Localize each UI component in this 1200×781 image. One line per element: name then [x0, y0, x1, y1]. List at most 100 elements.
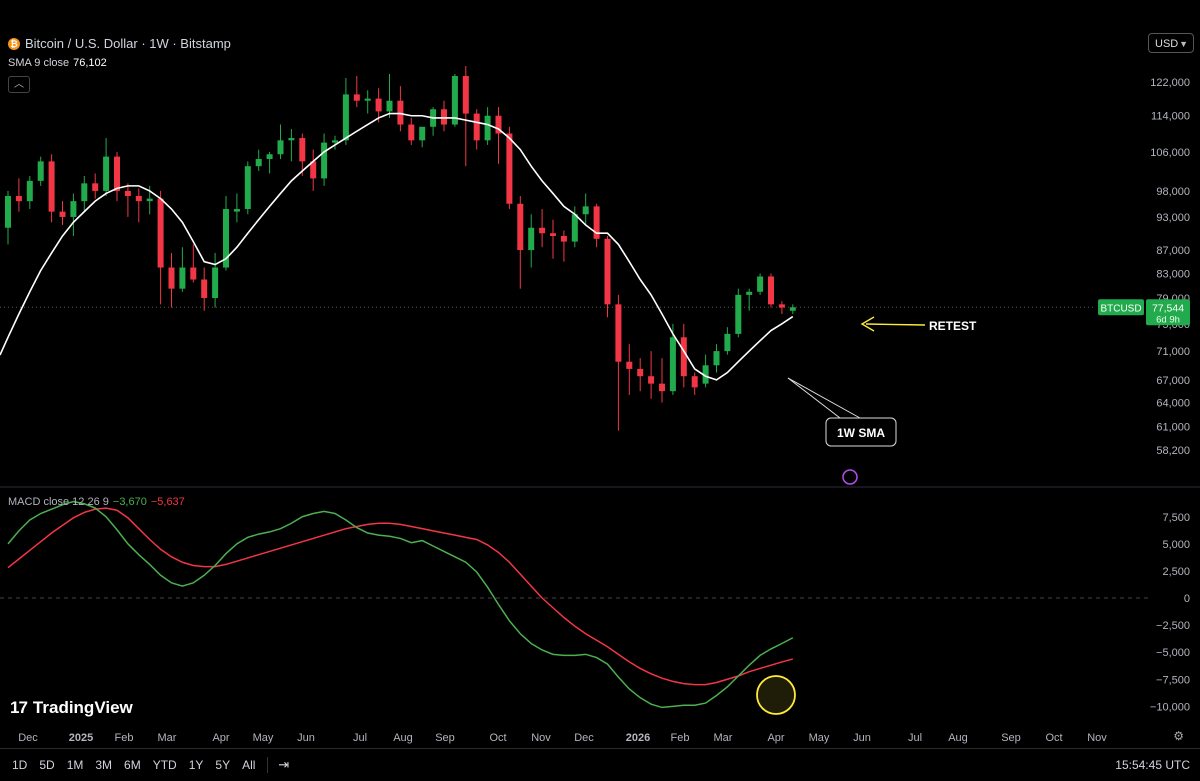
candle-body	[637, 368, 644, 377]
time-axis-tick: Apr	[767, 732, 784, 744]
collapse-legend-button[interactable]: ︿	[8, 76, 30, 93]
candle-body	[746, 291, 753, 295]
candle-body	[528, 227, 535, 251]
range-1y-button[interactable]: 1Y	[188, 758, 204, 772]
range-6m-button[interactable]: 6M	[124, 758, 141, 772]
chevron-down-icon: ▼	[1179, 39, 1188, 49]
time-axis-tick: Feb	[671, 732, 690, 744]
candle-body	[233, 208, 240, 212]
macd-axis-tick: 0	[1184, 593, 1190, 605]
toolbar-divider	[267, 757, 269, 773]
candle-body	[332, 140, 338, 143]
time-axis-tick: Oct	[1045, 732, 1062, 744]
tradingview-logo[interactable]: 17 TradingView	[10, 698, 133, 718]
calendar-goto-icon[interactable]: ⇥	[278, 757, 290, 772]
tradingview-mark-icon: 17	[10, 698, 28, 717]
candle-body	[223, 208, 229, 268]
candle-body	[375, 98, 382, 112]
candle-body	[124, 190, 131, 197]
macd-axis-tick: −10,000	[1150, 701, 1190, 713]
time-axis-tick: Nov	[531, 732, 551, 744]
candle-body	[15, 196, 22, 202]
macd-line	[7, 500, 794, 709]
time-axis-tick: Apr	[212, 732, 229, 744]
candle-body	[179, 267, 186, 289]
price-axis-tick: 114,000	[1151, 111, 1190, 123]
time-axis-tick: Jul	[908, 732, 922, 744]
range-all-button[interactable]: All	[242, 758, 256, 772]
range-5d-button[interactable]: 5D	[39, 758, 55, 772]
price-tag-box	[1146, 299, 1190, 326]
candle-body	[560, 236, 567, 242]
macd-axis-tick: −2,500	[1156, 620, 1190, 632]
candle-body	[364, 98, 371, 101]
candle-body	[299, 138, 306, 162]
candle-body	[713, 351, 720, 366]
currency-value: USD	[1155, 38, 1179, 50]
sma-legend-value: 76,102	[73, 57, 107, 69]
candle-body	[451, 75, 458, 125]
candle-body	[506, 133, 513, 204]
time-axis-tick: Feb	[115, 732, 134, 744]
chart-canvas[interactable]: 58,20061,00064,00067,00071,00075,00079,0…	[0, 0, 1200, 748]
time-axis-tick: Aug	[393, 732, 413, 744]
time-axis-tick: Dec	[574, 732, 594, 744]
candle-body	[571, 214, 578, 242]
sma-legend[interactable]: SMA 9 close 76,102	[8, 57, 107, 69]
price-axis-tick: 87,000	[1156, 245, 1190, 257]
symbol-tag-box	[1098, 299, 1144, 316]
candle-body	[37, 161, 44, 181]
candle-body	[419, 126, 426, 141]
macd-axis-tick: 7,500	[1162, 512, 1190, 524]
macd-axis-tick: −5,000	[1156, 647, 1190, 659]
candle-body	[408, 124, 415, 141]
range-ytd-button[interactable]: YTD	[152, 758, 177, 772]
candle-body	[81, 183, 88, 202]
time-axis-tick: May	[253, 732, 274, 744]
gear-icon[interactable]: ⚙	[1173, 729, 1184, 743]
candle-body	[59, 211, 66, 217]
candle-body	[135, 196, 142, 202]
candle-body	[550, 233, 556, 237]
candle-body	[310, 161, 317, 179]
time-axis-tick: 2025	[69, 732, 93, 744]
macd-legend[interactable]: MACD close 12 26 9 −3,670 −5,637	[8, 496, 185, 508]
symbol-title: Bitcoin / U.S. Dollar · 1W · Bitstamp	[25, 36, 231, 51]
retest-label: RETEST	[929, 319, 977, 333]
time-axis-tick: Dec	[18, 732, 38, 744]
candle-body	[353, 94, 360, 101]
candle-body	[92, 183, 99, 191]
time-axis-tick: Jun	[853, 732, 871, 744]
range-1m-button[interactable]: 1M	[66, 758, 84, 772]
range-3m-button[interactable]: 3M	[95, 758, 113, 772]
price-axis-tick: 71,000	[1156, 346, 1190, 358]
time-axis-tick: Sep	[1001, 732, 1021, 744]
candle-body	[517, 203, 524, 251]
utc-clock[interactable]: 15:54:45 UTC	[1115, 758, 1190, 772]
range-1d-button[interactable]: 1D	[12, 758, 28, 772]
candle-body	[539, 227, 546, 234]
range-5y-button[interactable]: 5Y	[215, 758, 231, 772]
price-axis-tick: 122,000	[1150, 77, 1190, 89]
candle-body	[244, 166, 251, 209]
candle-body	[70, 201, 77, 217]
candle-body	[724, 333, 731, 352]
currency-select[interactable]: USD ▼	[1148, 33, 1194, 53]
event-icon	[842, 469, 858, 485]
candle-body	[462, 75, 469, 114]
candle-body	[757, 276, 764, 292]
candle-body	[691, 376, 698, 388]
price-tag-countdown: 6d 9h	[1156, 314, 1180, 325]
candle-body	[473, 113, 480, 141]
time-axis-tick: Nov	[1087, 732, 1107, 744]
price-axis-tick: 61,000	[1156, 422, 1190, 434]
sma-legend-label: SMA 9 close	[8, 57, 70, 69]
chevron-up-icon: ︿	[14, 79, 24, 90]
time-axis-tick: May	[809, 732, 830, 744]
time-axis-tick: Jul	[353, 732, 367, 744]
candle-body	[441, 109, 447, 125]
macd-signal-line	[7, 507, 793, 686]
macd-axis-tick: −7,500	[1156, 674, 1190, 686]
symbol-header[interactable]: ₿ Bitcoin / U.S. Dollar · 1W · Bitstamp	[8, 36, 231, 51]
candle-body	[386, 100, 393, 112]
